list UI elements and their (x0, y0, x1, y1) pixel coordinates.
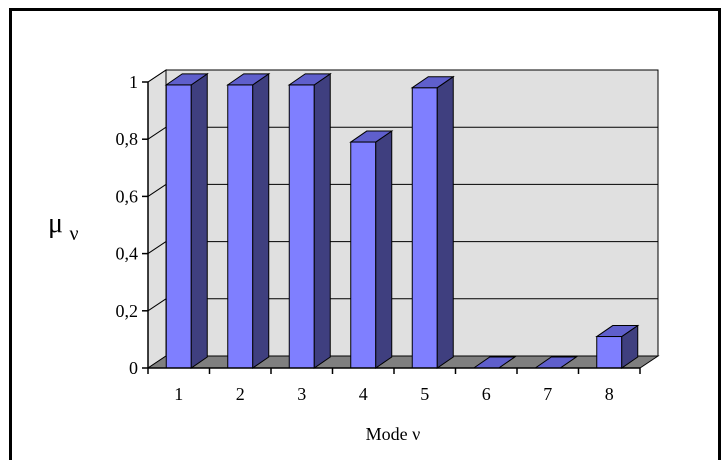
x-tick-label: 8 (605, 384, 614, 404)
gridline-side (147, 69, 167, 83)
x-axis-label: Mode ν (366, 424, 421, 444)
bar-front (288, 84, 315, 369)
bar-side (190, 72, 208, 369)
x-tick-label: 1 (174, 384, 183, 404)
bar-side (252, 72, 270, 369)
bar-side (375, 130, 393, 369)
floor (146, 355, 660, 369)
y-axis-label-main: μ (48, 208, 63, 239)
bar (287, 72, 332, 369)
bar (226, 72, 271, 369)
x-tick-label: 5 (420, 384, 429, 404)
bar (164, 72, 209, 369)
bar-side (313, 72, 331, 369)
bar (349, 130, 394, 369)
bar-front (165, 84, 192, 369)
bar (410, 75, 455, 369)
x-tick-label: 7 (543, 384, 552, 404)
y-axis-label-sub: ν (70, 223, 79, 245)
y-tick-label: 1 (129, 72, 138, 92)
bar-side (436, 75, 454, 369)
x-tick-label: 3 (297, 384, 306, 404)
bar-top (287, 73, 332, 86)
y-tick-label: 0,4 (116, 244, 139, 264)
bar-top (164, 73, 209, 86)
bar-top (410, 76, 455, 89)
bar-front (350, 141, 377, 369)
axes-group: 0 0,2 0,4 0,6 0,8 1 1 2 3 4 5 6 7 8 (116, 72, 641, 404)
x-tick-label: 6 (482, 384, 491, 404)
side-wall (147, 69, 167, 369)
bar (595, 324, 640, 369)
x-tick-label: 4 (359, 384, 368, 404)
x-tick-label: 2 (236, 384, 245, 404)
bar-top (349, 130, 394, 143)
y-tick-label: 0,6 (116, 186, 139, 206)
chart-back-wall (146, 69, 660, 369)
bar-top (595, 325, 640, 338)
bar-front (227, 84, 254, 369)
gridline-side (147, 241, 167, 255)
gridline-side (147, 183, 167, 197)
y-axis-label: μ ν (48, 208, 79, 245)
bar-front (411, 87, 438, 369)
gridline-side (147, 126, 167, 140)
bar-front (596, 336, 623, 369)
y-tick-label: 0,2 (116, 301, 139, 321)
y-tick-label: 0,8 (116, 129, 139, 149)
bar-top (226, 73, 271, 86)
gridline-side (147, 298, 167, 312)
y-tick-label: 0 (129, 358, 138, 378)
